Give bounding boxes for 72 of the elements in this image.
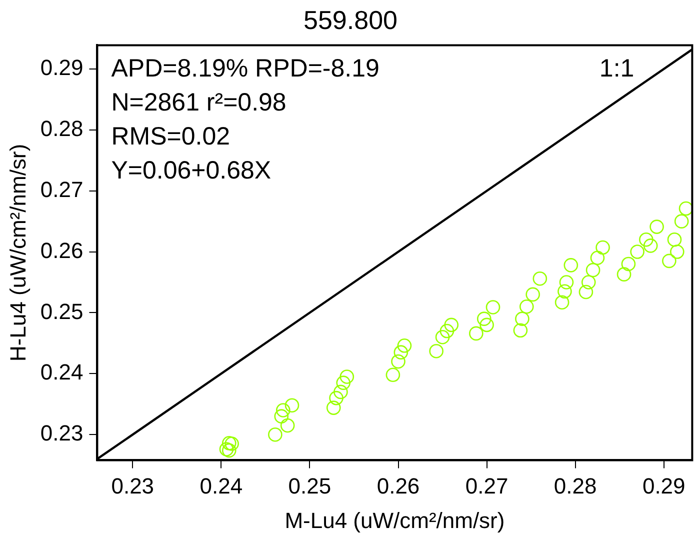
point <box>621 256 636 272</box>
x-tick-label: 0.26 <box>376 473 420 498</box>
point <box>444 318 459 332</box>
point <box>476 312 492 326</box>
y-tick-label: 0.29 <box>40 55 84 80</box>
point <box>578 284 594 300</box>
point <box>581 275 596 290</box>
point <box>274 409 289 424</box>
point <box>559 275 574 290</box>
point <box>662 254 676 268</box>
point <box>394 345 408 360</box>
point <box>268 427 282 442</box>
point <box>486 300 500 314</box>
annotation: Y=0.06+0.68X <box>111 156 272 185</box>
point <box>340 370 354 384</box>
chart-title: 559.800 <box>304 4 398 35</box>
point <box>224 436 239 451</box>
point <box>667 232 682 247</box>
point <box>554 295 570 310</box>
point <box>513 323 528 338</box>
point <box>586 262 600 278</box>
x-tick-label: 0.27 <box>465 473 508 498</box>
point <box>435 330 450 344</box>
point <box>596 240 610 255</box>
point <box>284 398 300 413</box>
point <box>336 376 351 390</box>
point <box>222 436 236 450</box>
point <box>469 326 484 341</box>
point <box>329 390 344 406</box>
x-tick-label: 0.24 <box>200 473 243 498</box>
point <box>391 354 406 369</box>
y-tick-label: 0.26 <box>40 238 84 263</box>
point <box>532 271 548 286</box>
point <box>219 442 234 456</box>
y-tick-label: 0.25 <box>40 298 84 324</box>
point <box>440 324 454 338</box>
point <box>334 384 348 400</box>
point <box>674 214 689 228</box>
annotation: RMS=0.02 <box>111 122 230 151</box>
point <box>564 258 578 272</box>
x-tick-label: 0.23 <box>111 473 154 498</box>
x-tick-label: 0.29 <box>642 473 686 498</box>
y-axis-title: H-Lu4 (uW/cm²/nm/sr) <box>5 144 30 362</box>
point <box>650 220 664 234</box>
point <box>630 244 644 259</box>
point <box>590 250 605 266</box>
point <box>643 238 658 253</box>
point <box>276 403 290 418</box>
point <box>429 344 444 358</box>
x-axis-title: M-Lu4 (uW/cm²/nm/sr) <box>284 508 505 533</box>
y-tick-label: 0.23 <box>40 420 84 446</box>
y-tick-label: 0.24 <box>40 360 84 385</box>
point <box>526 287 540 302</box>
point <box>558 284 572 299</box>
point <box>222 443 236 458</box>
x-tick-label: 0.28 <box>554 473 597 498</box>
point <box>386 368 400 382</box>
x-tick-label: 0.25 <box>288 473 332 498</box>
point <box>670 244 684 259</box>
point <box>480 318 494 332</box>
point <box>280 418 295 433</box>
point <box>519 299 534 314</box>
annotation: N=2861 r²=0.98 <box>111 88 286 117</box>
point <box>616 267 632 282</box>
point <box>515 312 530 326</box>
y-tick-label: 0.28 <box>40 116 84 141</box>
point <box>326 400 341 415</box>
point <box>639 232 654 247</box>
y-tick-label: 0.27 <box>40 176 84 202</box>
point <box>397 338 412 353</box>
annotation: APD=8.19% RPD=-8.19 <box>111 54 380 83</box>
annotation: 1:1 <box>599 54 634 83</box>
